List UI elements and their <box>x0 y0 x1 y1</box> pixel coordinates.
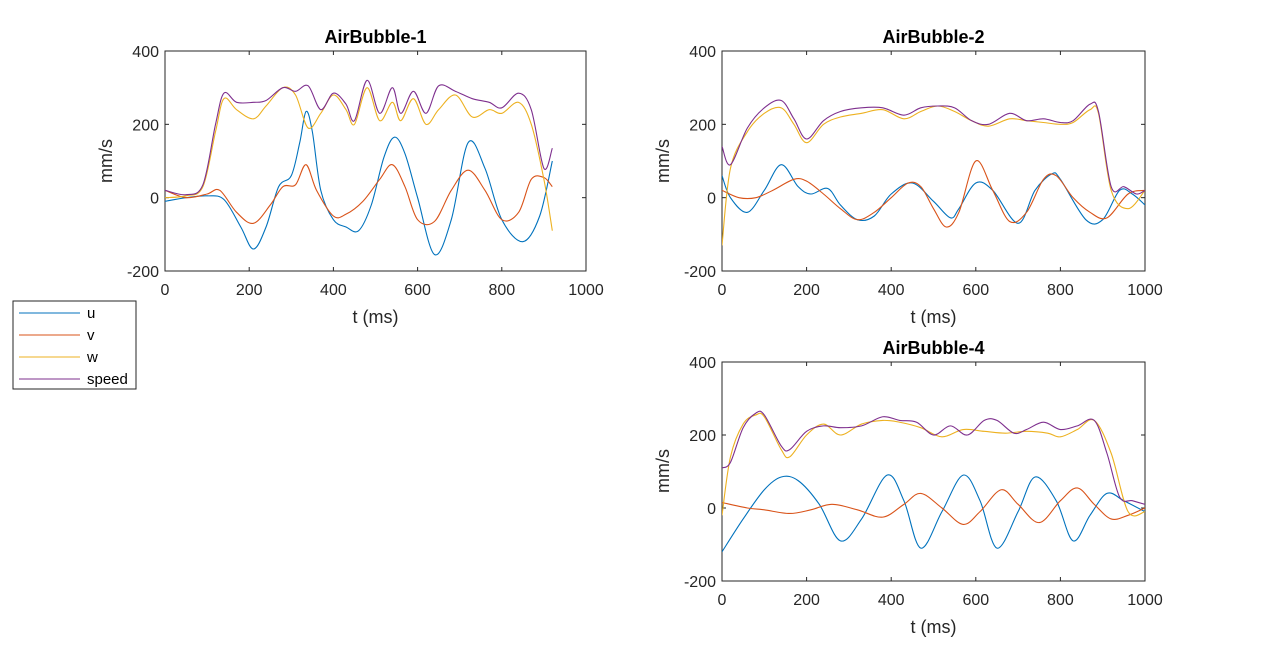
series-lines <box>722 410 1145 553</box>
legend-label-u: u <box>87 305 95 322</box>
x-tick-label: 800 <box>488 282 515 299</box>
legend-box <box>12 300 137 390</box>
x-tick-label: 0 <box>161 282 170 299</box>
x-tick-label: 600 <box>962 282 989 299</box>
x-tick-label: 200 <box>236 282 263 299</box>
x-tick-label: 400 <box>320 282 347 299</box>
y-tick-label: 200 <box>689 428 716 445</box>
legend-entry-speed: speed <box>19 371 128 388</box>
y-tick-label: -200 <box>127 264 159 281</box>
y-axis-label: mm/s <box>96 139 116 183</box>
series-lines <box>165 79 553 256</box>
chart-airbubble-4: AirBubble-4 t (ms) mm/s 0 200 400 600 800 100… <box>653 338 1163 637</box>
x-tick-label: 200 <box>793 282 820 299</box>
legend-label-v: v <box>87 327 95 344</box>
y-tick-label: -200 <box>684 264 716 281</box>
series-line-w <box>722 412 1145 517</box>
chart-title: AirBubble-2 <box>882 27 984 47</box>
series-line-speed <box>165 79 553 196</box>
chart-title: AirBubble-1 <box>324 27 426 47</box>
y-tick-label: 200 <box>132 117 159 134</box>
x-tick-label: 1000 <box>1127 592 1163 609</box>
x-axis-label: t (ms) <box>911 617 957 637</box>
series-line-u <box>722 164 1145 225</box>
y-tick-label: 400 <box>689 44 716 61</box>
x-tick-label: 400 <box>878 592 905 609</box>
plot-area <box>721 361 1146 582</box>
legend-entry-u: u <box>19 305 95 322</box>
chart-airbubble-2: AirBubble-2 t (ms) mm/s 0 200 400 600 800 100… <box>653 27 1163 327</box>
y-tick-label: 0 <box>150 191 159 208</box>
y-tick-label: 200 <box>689 117 716 134</box>
y-axis-label: mm/s <box>653 449 673 493</box>
series-line-v <box>165 164 553 226</box>
x-tick-label: 800 <box>1047 282 1074 299</box>
x-tick-label: 600 <box>404 282 431 299</box>
y-tick-label: 0 <box>707 191 716 208</box>
series-line-v <box>722 160 1145 228</box>
chart-airbubble-1: AirBubble-1 t (ms) mm/s 0 200 400 600 800 100… <box>96 27 604 327</box>
x-tick-label: 0 <box>718 592 727 609</box>
legend-label-w: w <box>86 349 98 366</box>
x-tick-label: 200 <box>793 592 820 609</box>
x-axis-label: t (ms) <box>353 307 399 327</box>
plot-area <box>721 50 1146 272</box>
x-tick-label: 0 <box>718 282 727 299</box>
series-line-u <box>165 110 553 256</box>
series-line-u <box>722 474 1145 553</box>
x-tick-label: 800 <box>1047 592 1074 609</box>
legend-label-speed: speed <box>87 371 128 388</box>
series-lines <box>722 99 1145 246</box>
x-axis-label: t (ms) <box>911 307 957 327</box>
y-tick-label: 400 <box>689 355 716 372</box>
x-tick-label: 1000 <box>1127 282 1163 299</box>
y-tick-label: 0 <box>707 501 716 518</box>
y-tick-label: 400 <box>132 44 159 61</box>
y-axis-label: mm/s <box>653 139 673 183</box>
x-tick-label: 1000 <box>568 282 604 299</box>
legend-entry-v: v <box>19 327 95 344</box>
legend: u v w speed <box>12 300 137 390</box>
x-tick-label: 400 <box>878 282 905 299</box>
plot-area <box>164 50 587 272</box>
series-line-speed <box>722 99 1145 195</box>
series-line-v <box>722 487 1145 525</box>
series-line-speed <box>722 410 1145 505</box>
x-tick-label: 600 <box>962 592 989 609</box>
y-tick-label: -200 <box>684 574 716 591</box>
chart-title: AirBubble-4 <box>882 338 984 358</box>
legend-entry-w: w <box>19 349 98 366</box>
series-line-w <box>165 86 553 231</box>
